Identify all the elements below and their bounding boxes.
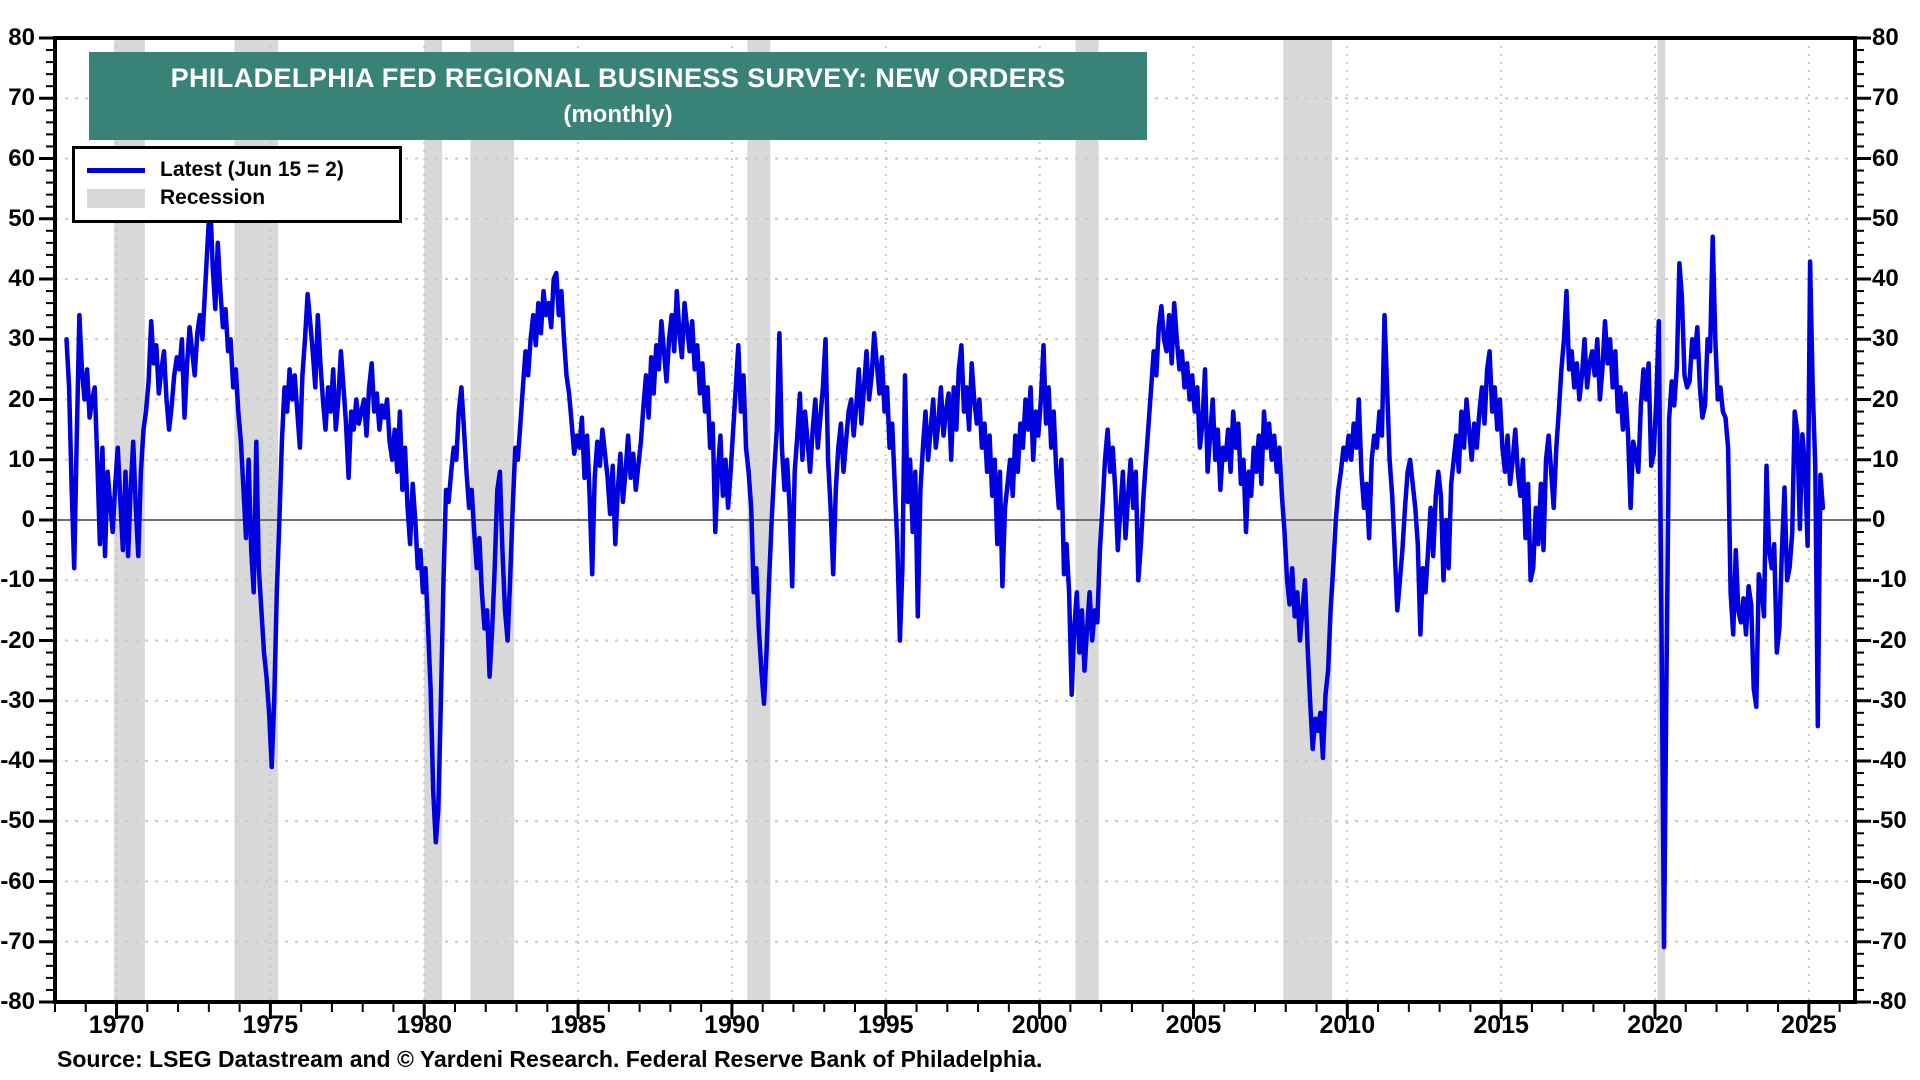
y-tick-label-left: -10: [0, 566, 35, 594]
y-tick-label-right: -50: [1872, 807, 1907, 835]
chart-subtitle: (monthly): [563, 101, 673, 128]
y-tick-label-left: 70: [8, 84, 35, 112]
y-tick-label-right: 50: [1872, 204, 1899, 232]
y-tick-label-right: -30: [1872, 686, 1907, 714]
x-tick-label: 2010: [1319, 1011, 1376, 1039]
y-tick-label-left: 60: [8, 144, 35, 172]
x-tick-label: 2015: [1473, 1011, 1529, 1039]
legend: Latest (Jun 15 = 2) Recession: [72, 146, 402, 223]
y-tick-label-right: -70: [1872, 927, 1907, 955]
x-tick-label: 1975: [242, 1011, 299, 1039]
y-tick-label-right: 60: [1872, 144, 1899, 172]
title-banner: PHILADELPHIA FED REGIONAL BUSINESS SURVE…: [89, 52, 1147, 140]
y-tick-label-right: 20: [1872, 385, 1899, 413]
legend-line-swatch: [87, 167, 145, 173]
y-tick-label-left: -80: [0, 988, 35, 1015]
y-tick-label-left: 0: [21, 506, 35, 533]
y-tick-label-left: 80: [8, 24, 35, 51]
y-tick-label-left: 10: [8, 445, 35, 473]
x-tick-label: 2000: [1011, 1011, 1068, 1039]
y-tick-label-right: 70: [1872, 84, 1899, 112]
y-tick-label-right: -60: [1872, 867, 1907, 895]
x-tick-label: 1990: [704, 1011, 760, 1039]
x-tick-label: 2005: [1165, 1011, 1222, 1039]
y-tick-label-right: -20: [1872, 626, 1907, 654]
y-tick-label-right: -10: [1872, 566, 1907, 594]
y-tick-label-left: -50: [0, 807, 35, 835]
x-tick-label: 1980: [396, 1011, 453, 1039]
chart-title: PHILADELPHIA FED REGIONAL BUSINESS SURVE…: [170, 63, 1066, 93]
y-tick-label-right: -40: [1872, 747, 1907, 774]
x-tick-label: 1970: [88, 1011, 145, 1039]
y-tick-label-left: -20: [0, 626, 35, 654]
legend-item-recession: Recession: [87, 184, 391, 212]
y-tick-label-right: -80: [1872, 988, 1907, 1015]
legend-series-label: Latest (Jun 15 = 2): [160, 158, 344, 181]
legend-recession-swatch: [87, 188, 145, 208]
x-tick-label: 2025: [1781, 1011, 1837, 1039]
x-tick-label: 1995: [857, 1011, 914, 1039]
y-tick-label-right: 40: [1872, 265, 1899, 292]
y-tick-label-left: -60: [0, 867, 35, 895]
x-tick-label: 1985: [550, 1011, 606, 1039]
y-tick-label-left: 30: [8, 325, 35, 353]
legend-recession-label: Recession: [160, 186, 266, 209]
series-line: [64, 195, 1826, 950]
source-note: Source: LSEG Datastream and © Yardeni Re…: [57, 1046, 1043, 1072]
y-tick-label-right: 80: [1872, 24, 1899, 51]
y-tick-label-left: 40: [8, 265, 35, 292]
y-tick-label-left: 20: [8, 385, 35, 413]
y-tick-label-left: 50: [8, 204, 35, 232]
x-tick-label: 2020: [1627, 1011, 1683, 1039]
legend-item-series: Latest (Jun 15 = 2): [87, 156, 391, 184]
plot-frame: [53, 36, 1857, 1004]
y-tick-label-left: -30: [0, 686, 35, 714]
y-tick-label-right: 30: [1872, 325, 1899, 353]
y-tick-label-right: 10: [1872, 445, 1899, 473]
y-tick-label-right: 0: [1872, 506, 1886, 533]
y-tick-label-left: -70: [0, 927, 35, 955]
y-tick-label-left: -40: [0, 747, 35, 774]
